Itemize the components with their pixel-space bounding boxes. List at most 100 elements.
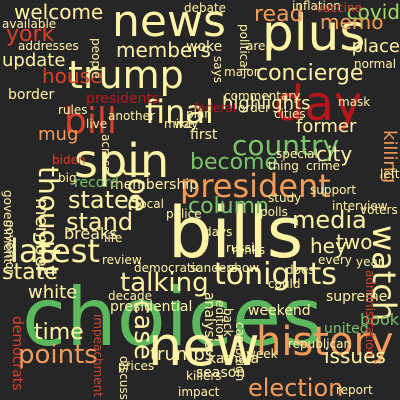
word-discuss: discuss xyxy=(117,356,131,400)
word-show: show xyxy=(228,261,260,275)
word-vaccine: vaccine xyxy=(316,1,362,15)
word-prices: prices xyxy=(118,359,155,373)
word-normal: normal xyxy=(354,57,397,71)
word-states: states xyxy=(68,186,142,214)
word-united: united xyxy=(324,321,369,337)
word-voters: voters xyxy=(360,203,398,217)
word-another: another xyxy=(108,109,155,123)
word-first: first xyxy=(190,127,218,143)
word-members: members xyxy=(116,38,211,62)
word-special: special xyxy=(276,147,318,161)
word-election: election xyxy=(248,374,344,400)
word-house: house xyxy=(42,64,103,88)
word-welcome: welcome xyxy=(14,0,104,24)
word-season: season xyxy=(196,365,246,381)
word-democrats: democrats xyxy=(9,316,25,391)
word-thing: thing xyxy=(268,159,299,173)
word-choices: choices xyxy=(22,271,323,364)
word-kamala: kamala xyxy=(208,351,260,367)
word-mask: mask xyxy=(338,95,371,109)
word-covid: covid xyxy=(346,0,400,24)
word-stand: stand xyxy=(66,208,134,236)
word-news: news xyxy=(112,0,226,47)
word-live: live xyxy=(86,117,108,131)
word-days: days xyxy=(204,225,233,239)
word-order: order xyxy=(238,101,270,115)
word-plus: plus xyxy=(262,4,366,62)
word-federal: federal xyxy=(194,101,237,115)
word-way: way xyxy=(174,117,199,131)
word-addresses: addresses xyxy=(18,39,79,53)
word-breaks: breaks xyxy=(64,224,118,243)
word-former: former xyxy=(296,116,357,137)
word-highlights: highlights xyxy=(222,93,311,114)
word-interview: interview xyxy=(332,199,388,213)
word-presidents: presidents xyxy=(86,91,160,107)
word-review: review xyxy=(102,253,142,267)
word-spin: spin xyxy=(74,134,170,188)
word-russia: russia xyxy=(226,241,262,255)
word-administration: administration xyxy=(363,270,377,358)
word-concierge: concierge xyxy=(256,61,364,86)
word-woke: woke xyxy=(186,39,223,55)
word-column: column xyxy=(188,194,269,219)
word-area: area xyxy=(246,39,273,53)
word-country: country xyxy=(232,129,340,162)
word-white: white xyxy=(28,282,78,303)
word-government: government xyxy=(1,190,15,264)
word-rules: rules xyxy=(58,103,88,117)
word-polls: polls xyxy=(260,205,288,219)
word-media: media xyxy=(292,206,367,234)
word-weekend: weekend xyxy=(248,303,311,319)
word-available: available xyxy=(2,17,57,31)
word-update: update xyxy=(2,50,66,71)
word-place: place xyxy=(351,36,400,57)
word-major: major xyxy=(224,65,259,79)
word-state: state xyxy=(2,260,58,285)
word-study: study xyxy=(268,191,302,205)
word-support: support xyxy=(310,183,357,197)
word-issues: issues xyxy=(324,344,386,368)
word-big: big xyxy=(58,171,77,185)
word-biden: biden xyxy=(52,153,86,167)
word-two: two xyxy=(336,230,373,254)
word-ranks: ranks xyxy=(232,243,266,257)
word-week: week xyxy=(246,347,278,361)
word-read: read xyxy=(254,2,304,27)
word-day: day xyxy=(274,76,363,132)
word-plan: plan xyxy=(186,107,212,121)
word-president: president xyxy=(180,167,331,205)
word-edition: edition xyxy=(213,300,227,342)
word-republican: republican xyxy=(288,337,352,351)
word-campaign: campaign xyxy=(233,322,247,382)
word-year: year xyxy=(356,255,383,269)
word-impact: impact xyxy=(178,385,220,399)
word-member: member xyxy=(31,198,52,275)
word-debate: debate xyxy=(184,1,227,15)
word-life: life xyxy=(104,231,123,245)
word-book: book xyxy=(360,310,399,329)
word-does: does xyxy=(286,263,315,277)
word-trump: trump xyxy=(68,53,184,97)
word-border: border xyxy=(8,87,55,103)
word-left: left xyxy=(380,167,400,181)
word-killers: killers xyxy=(186,369,222,383)
word-bills: bills xyxy=(168,192,303,274)
word-history: history xyxy=(256,319,394,365)
word-memo: memo xyxy=(320,10,384,34)
word-final: final xyxy=(145,93,214,131)
word-presidential: presidential xyxy=(110,299,193,315)
word-york: york xyxy=(6,22,55,47)
word-supreme: supreme xyxy=(326,289,388,305)
word-says: says xyxy=(211,56,225,83)
word-decade: decade xyxy=(108,289,152,303)
word-commentary: commentary xyxy=(224,89,301,103)
word-could: could xyxy=(268,277,301,291)
word-points: points xyxy=(18,340,98,370)
word-trumps: trumps xyxy=(150,344,215,365)
word-police: police xyxy=(166,207,202,221)
word-tonights: tonights xyxy=(214,257,337,292)
word-sanders: sanders xyxy=(190,261,238,275)
word-report: report xyxy=(336,383,373,397)
